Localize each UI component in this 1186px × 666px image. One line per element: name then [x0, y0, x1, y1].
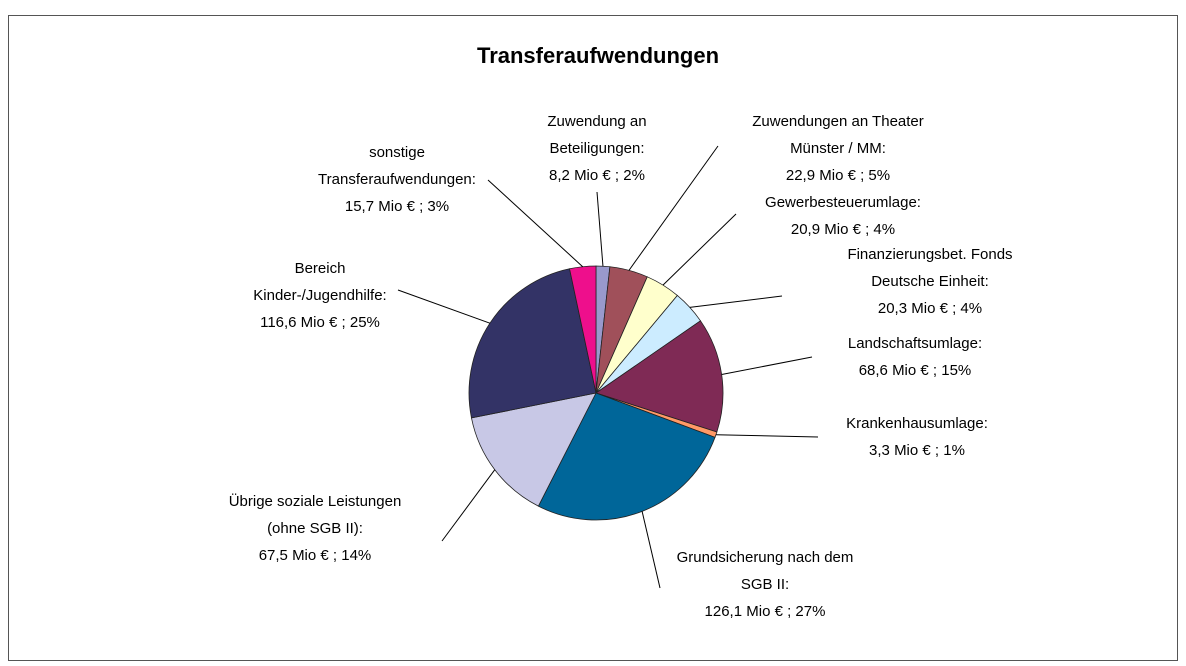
slice-value-label: 15,7 Mio € ; 3% [344, 198, 450, 215]
slice-label: Zuwendung an Beteiligungen: 8,2 Mio € ; 2… [532, 108, 662, 189]
slice-label: Landschaftsumlage: 68,6 Mio € ; 15% [815, 330, 1015, 384]
slice-label: Krankenhausumlage: 3,3 Mio € ; 1% [817, 410, 1017, 464]
leader-line [715, 434, 819, 438]
slice-category: Gewerbesteuerumlage: [765, 194, 921, 211]
leader-line [628, 145, 719, 271]
chart-title: Transferaufwendungen [477, 43, 719, 68]
slice-label: sonstige Transferaufwendungen: 15,7 Mio €… [305, 139, 490, 220]
pie-slice [470, 392, 597, 507]
slice-category: Krankenhausumlage: [846, 415, 988, 432]
slice-value-label: 20,9 Mio € ; 4% [790, 221, 896, 238]
leader-line [487, 179, 584, 268]
slice-value-label: 116,6 Mio € ; 25% [260, 314, 380, 331]
slice-value-label: 67,5 Mio € ; 14% [258, 547, 372, 564]
slice-category: Zuwendung an Beteiligungen: [547, 113, 647, 157]
slice-label: Grundsicherung nach dem SGB II: 126,1 Mio… [668, 544, 863, 625]
leader-line [662, 213, 737, 286]
slice-value-label: 126,1 Mio € ; 27% [704, 603, 826, 620]
slice-category: Finanzierungsbet. Fonds Deutsche Einheit… [847, 246, 1013, 290]
slice-value-label: 22,9 Mio € ; 5% [785, 167, 891, 184]
slice-category: sonstige Transferaufwendungen: [318, 144, 476, 188]
slice-value-label: 68,6 Mio € ; 15% [858, 362, 972, 379]
slice-label: Übrige soziale Leistungen (ohne SGB II):… [218, 488, 413, 569]
slice-value-label: 3,3 Mio € ; 1% [869, 442, 965, 459]
leader-line [721, 356, 813, 376]
slice-value-label: 20,3 Mio € ; 4% [877, 300, 983, 317]
slice-label: Finanzierungsbet. Fonds Deutsche Einheit… [838, 241, 1023, 322]
slice-category: Landschaftsumlage: [847, 335, 983, 352]
slice-category: Übrige soziale Leistungen (ohne SGB II): [228, 493, 402, 537]
pie-slice [595, 320, 724, 433]
slice-label: Zuwendungen an Theater Münster / MM: 22,9… [741, 108, 936, 189]
slice-value-label: 8,2 Mio € ; 2% [549, 167, 645, 184]
slice-category: Grundsicherung nach dem SGB II: [676, 549, 854, 593]
slice-label: Gewerbesteuerumlage: 20,9 Mio € ; 4% [738, 189, 948, 243]
leader-line [441, 469, 496, 542]
leader-line [689, 295, 783, 308]
pie-slice [537, 392, 716, 521]
leader-line [641, 511, 661, 589]
leader-line [397, 289, 491, 324]
leader-line [596, 191, 604, 267]
slice-category: Zuwendungen an Theater Münster / MM: [752, 113, 924, 157]
slice-category: Bereich Kinder-/Jugendhilfe: [253, 260, 387, 304]
slice-label: Bereich Kinder-/Jugendhilfe: 116,6 Mio € … [253, 255, 388, 336]
